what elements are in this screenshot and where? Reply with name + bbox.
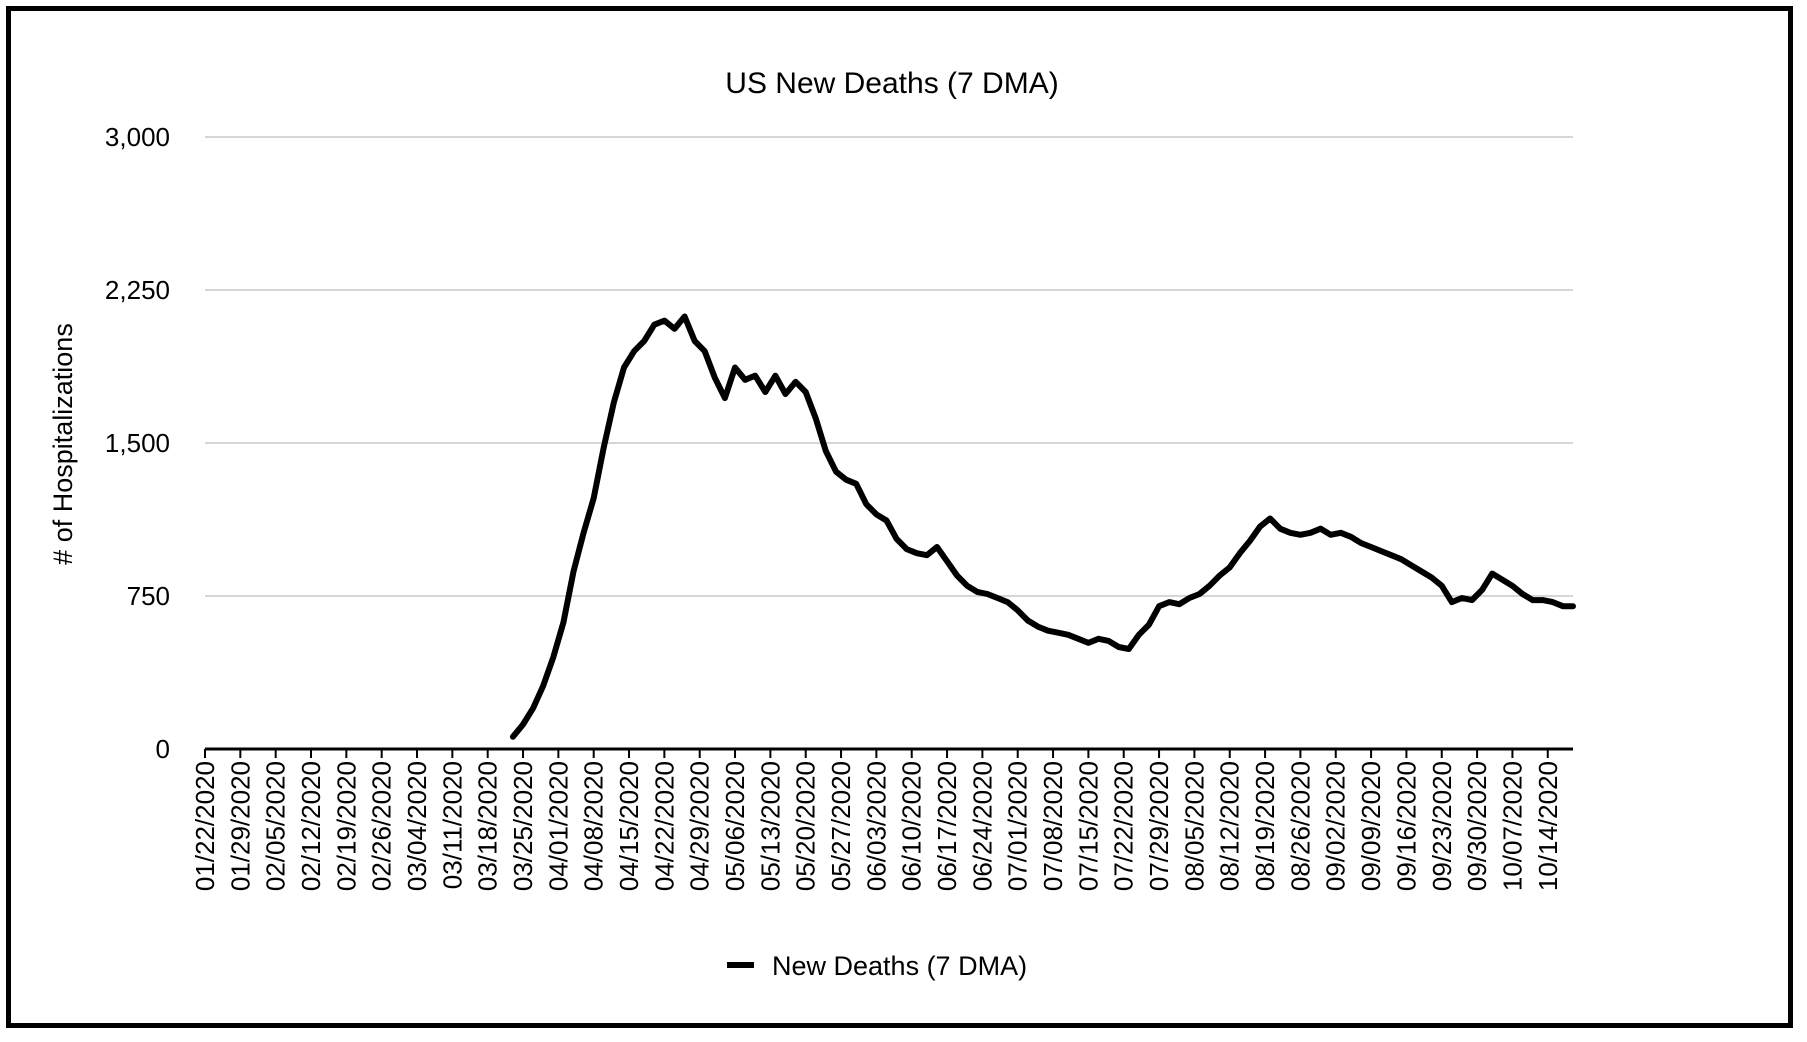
- x-tick-label: 03/18/2020: [473, 761, 503, 891]
- x-tick-label: 05/20/2020: [791, 761, 821, 891]
- x-tick-label: 06/10/2020: [897, 761, 927, 891]
- legend: New Deaths (7 DMA): [727, 951, 1027, 981]
- y-tick-label: 3,000: [105, 122, 170, 152]
- y-tick-label: 2,250: [105, 275, 170, 305]
- y-axis-ticks: 0 750 1,500 2,250 3,000: [105, 122, 170, 764]
- x-tick-label: 08/26/2020: [1285, 761, 1315, 891]
- chart-frame: [6, 6, 1793, 1028]
- x-axis-ticks: 01/22/2020 01/29/2020 02/05/2020 02/12/2020…: [190, 749, 1563, 891]
- y-tick-label: 750: [127, 581, 170, 611]
- x-tick-label: 06/17/2020: [932, 761, 962, 891]
- x-tick-label: 06/24/2020: [967, 761, 997, 891]
- x-tick-label: 09/30/2020: [1462, 761, 1492, 891]
- x-tick-label: 04/29/2020: [685, 761, 715, 891]
- x-tick-label: 09/09/2020: [1356, 761, 1386, 891]
- x-tick-label: 10/07/2020: [1497, 761, 1527, 891]
- legend-label: New Deaths (7 DMA): [772, 951, 1027, 981]
- x-tick-label: 03/25/2020: [508, 761, 538, 891]
- x-tick-label: 09/16/2020: [1391, 761, 1421, 891]
- x-tick-label: 04/08/2020: [579, 761, 609, 891]
- x-tick-label: 07/08/2020: [1038, 761, 1068, 891]
- x-tick-label: 02/26/2020: [367, 761, 397, 891]
- x-tick-label: 05/27/2020: [826, 761, 856, 891]
- x-tick-label: 07/29/2020: [1144, 761, 1174, 891]
- grid-lines: [205, 136, 1573, 597]
- x-tick-label: 01/29/2020: [225, 761, 255, 891]
- x-tick-label: 04/01/2020: [543, 761, 573, 891]
- y-axis-label: # of Hospitalizations: [48, 323, 78, 565]
- x-tick-label: 03/11/2020: [437, 761, 467, 889]
- x-tick-label: 01/22/2020: [190, 761, 220, 891]
- x-tick-label: 07/15/2020: [1073, 761, 1103, 891]
- x-tick-label: 04/15/2020: [614, 761, 644, 891]
- x-tick-label: 09/23/2020: [1427, 761, 1457, 891]
- x-tick-label: 04/22/2020: [649, 761, 679, 891]
- chart-title: US New Deaths (7 DMA): [725, 67, 1058, 100]
- y-tick-label: 1,500: [105, 428, 170, 458]
- x-tick-label: 02/05/2020: [261, 761, 291, 891]
- x-tick-label: 10/14/2020: [1533, 761, 1563, 891]
- x-tick-label: 07/01/2020: [1003, 761, 1033, 891]
- x-tick-label: 08/12/2020: [1215, 761, 1245, 891]
- x-tick-label: 03/04/2020: [402, 761, 432, 891]
- x-tick-label: 07/22/2020: [1109, 761, 1139, 891]
- y-tick-label: 0: [156, 734, 170, 764]
- x-tick-label: 09/02/2020: [1321, 761, 1351, 891]
- x-tick-label: 06/03/2020: [861, 761, 891, 891]
- series-line: [509, 313, 1576, 740]
- x-tick-label: 05/06/2020: [720, 761, 750, 891]
- x-tick-label: 02/12/2020: [296, 761, 326, 891]
- x-tick-label: 08/05/2020: [1179, 761, 1209, 891]
- x-tick-label: 08/19/2020: [1250, 761, 1280, 891]
- x-tick-label: 02/19/2020: [331, 761, 361, 891]
- x-tick-label: 05/13/2020: [755, 761, 785, 891]
